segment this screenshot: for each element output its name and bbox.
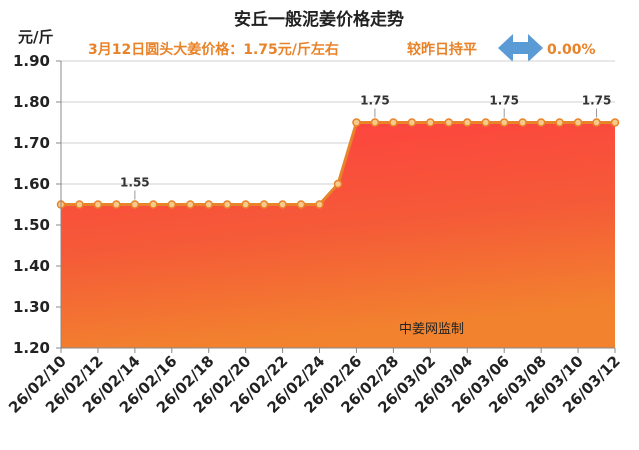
price-markers [56,118,620,209]
y-axis-unit: 元/斤 [18,28,53,46]
y-tick-label: 1.80 [13,93,50,111]
data-point [186,200,195,209]
y-tick-label: 1.90 [13,52,50,70]
data-point [518,118,527,127]
data-point [352,118,361,127]
chart-title: 安丘一般泥姜价格走势 [234,9,404,30]
data-point [93,200,103,209]
data-point [592,118,601,127]
compare-text: 较昨日持平 [407,41,477,58]
data-point [278,200,287,209]
data-point [222,200,232,209]
data-point [370,118,380,127]
data-point [296,200,306,209]
data-label: 1.55 [120,176,150,190]
x-axis-ticks: 26/02/1026/02/1226/02/1426/02/1626/02/18… [5,348,624,417]
data-point [167,200,177,209]
data-point [389,118,398,127]
data-point [241,200,250,209]
data-point [75,200,84,209]
data-point [573,118,583,127]
y-tick-label: 1.40 [13,257,50,275]
data-labels: 1.55 1.75 1.75 1.75 [120,94,611,200]
data-point [481,118,490,127]
y-tick-label: 1.20 [13,339,50,357]
chart-subtitle: 3月12日圆头大姜价格：1.75元/斤左右 [88,41,339,58]
y-axis-ticks: 1.20 1.30 1.40 1.50 1.60 1.70 1.80 1.90 [13,52,61,357]
data-point [259,200,269,209]
data-point [407,118,417,127]
y-tick-label: 1.30 [13,298,50,316]
data-point [112,200,121,209]
data-point [315,200,324,209]
y-tick-label: 1.60 [13,175,50,193]
change-text: 0.00% [547,42,596,58]
data-point [463,118,472,127]
data-point [610,118,620,127]
data-point [204,200,213,209]
data-point [426,118,435,127]
y-tick-label: 1.50 [13,216,50,234]
data-point [499,118,509,127]
data-label: 1.75 [582,94,612,108]
data-point [333,179,343,189]
price-area [61,122,615,348]
data-label: 1.75 [489,94,519,108]
data-point [444,118,454,127]
data-label: 1.75 [360,94,390,108]
data-point [555,118,564,127]
data-point [536,118,546,127]
y-tick-label: 1.70 [13,134,50,152]
data-point [130,200,140,209]
double-arrow-icon [498,34,543,62]
data-point [149,200,158,209]
watermark: 中姜网监制 [399,322,464,337]
